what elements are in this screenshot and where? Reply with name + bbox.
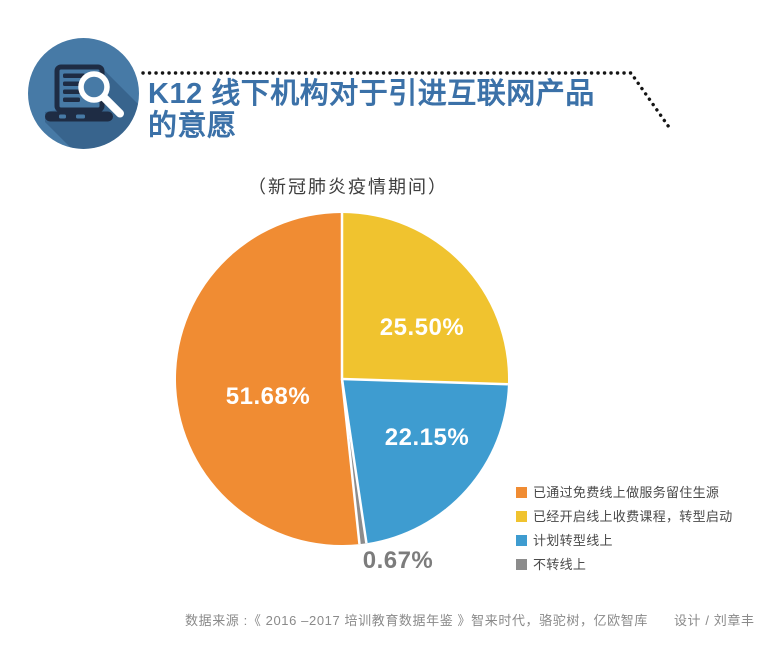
magnifier-glass [78,71,110,103]
legend-label: 计划转型线上 [533,533,613,548]
pie-value-label-3: 0.67% [362,547,434,574]
screen-text-lines [63,73,85,102]
magnifier-handle [100,93,124,118]
pie-value-label-1: 25.50% [379,314,465,341]
pie-value-label-2: 22.15% [384,424,470,451]
pie-chart: 51.68% 25.50% 22.15% 0.67% [156,193,528,574]
legend-item-3: 不转线上 [516,558,733,571]
dotted-connector-line [141,71,673,132]
pie-slice-2 [342,379,508,544]
pie-slice-1 [342,213,509,385]
legend-label: 已经开启线上收费课程，转型启动 [533,509,733,524]
legend: 已通过免费线上做服务留住生源 已经开启线上收费课程，转型启动 计划转型线上 不转线上 [516,486,733,582]
pie-value-label-0: 51.68% [225,383,311,410]
laptop-search-icon [28,38,139,149]
slice-separator [340,378,361,545]
page-title-line2: 的意愿 [148,109,237,142]
data-source-text: 数据来源 :《 2016 –2017 培训教育数据年鉴 》智来时代，骆驼树，亿欧… [185,613,648,628]
pie-slice-0 [175,213,360,546]
legend-item-2: 计划转型线上 [516,534,733,547]
legend-item-1: 已经开启线上收费课程，转型启动 [516,510,733,523]
legend-swatch-icon [516,559,527,570]
designer-credit: 设计 / 刘章丰 [673,613,755,628]
base-slit [59,114,66,119]
footer: 数据来源 :《 2016 –2017 培训教育数据年鉴 》智来时代，骆驼树，亿欧… [185,610,755,629]
legend-swatch-icon [516,511,527,522]
legend-swatch-icon [516,535,527,546]
legend-item-0: 已通过免费线上做服务留住生源 [516,486,733,499]
pie-svg [175,213,509,546]
chart-subtitle: （新冠肺炎疫情期间） [248,177,448,197]
base-slit [76,114,85,119]
page-title: K12 线下机构对于引进互联网产品 的意愿 [148,78,595,142]
legend-label: 不转线上 [533,557,587,572]
legend-swatch-icon [516,487,527,498]
page-title-line1: K12 线下机构对于引进互联网产品 [148,78,595,110]
slice-separator [341,377,508,386]
legend-label: 已通过免费线上做服务留住生源 [533,485,720,500]
